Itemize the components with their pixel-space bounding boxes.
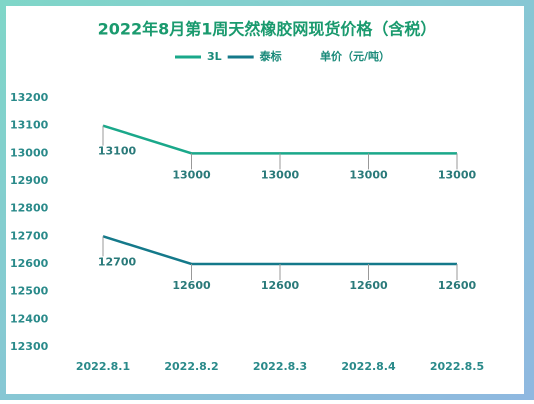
x-tick-label: 2022.8.1 [76, 360, 130, 373]
data-label: 12700 [98, 255, 137, 268]
data-label: 13000 [172, 168, 211, 181]
y-tick-label: 12400 [10, 312, 49, 325]
panel [6, 6, 524, 394]
y-tick-label: 12800 [10, 202, 49, 215]
y-tick-label: 12700 [10, 229, 49, 242]
y-tick-label: 12600 [10, 257, 49, 270]
data-label: 12600 [172, 279, 211, 292]
data-label: 13000 [349, 168, 388, 181]
y-tick-label: 12500 [10, 285, 49, 298]
data-label: 13100 [98, 145, 137, 158]
chart-title: 2022年8月第1周天然橡胶网现货价格（含税） [98, 20, 437, 39]
data-label: 12600 [261, 279, 300, 292]
data-label: 12600 [438, 279, 477, 292]
y-axis-label: 单价（元/吨） [320, 49, 390, 63]
data-label: 13000 [438, 168, 477, 181]
y-tick-label: 13100 [10, 119, 49, 132]
x-tick-label: 2022.8.2 [164, 360, 218, 373]
y-tick-label: 13000 [10, 146, 49, 159]
y-tick-label: 13200 [10, 91, 49, 104]
legend-label: 3L [207, 50, 222, 63]
x-tick-label: 2022.8.3 [253, 360, 307, 373]
y-tick-label: 12300 [10, 340, 49, 353]
y-tick-label: 12900 [10, 174, 49, 187]
legend-label: 泰标 [259, 49, 282, 63]
data-label: 12600 [349, 279, 388, 292]
x-tick-label: 2022.8.5 [430, 360, 484, 373]
x-tick-label: 2022.8.4 [341, 360, 396, 373]
data-label: 13000 [261, 168, 300, 181]
